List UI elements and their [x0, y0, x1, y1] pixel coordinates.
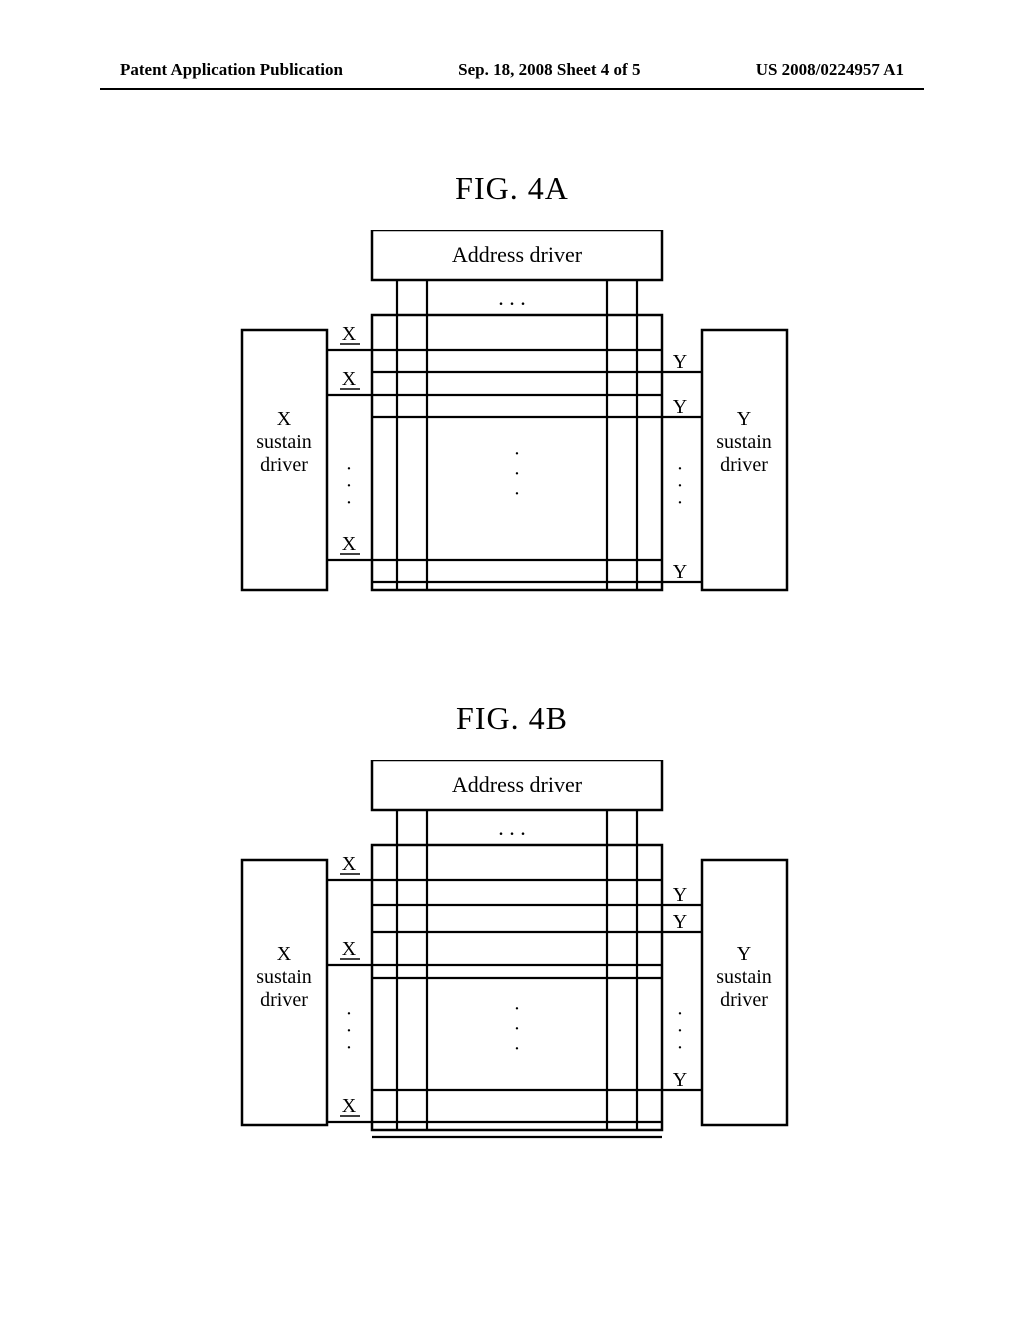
svg-text:·: ·: [346, 1037, 353, 1059]
svg-text:Y: Y: [673, 884, 687, 906]
svg-text:·: ·: [514, 1018, 521, 1040]
svg-text:·: ·: [677, 492, 684, 514]
fig-4a-title: FIG. 4A: [0, 170, 1024, 207]
svg-text:sustain: sustain: [716, 966, 772, 988]
x-label-1: X: [342, 323, 357, 345]
x-sustain-line2: sustain: [256, 431, 312, 453]
fig-4b-diagram: Address driver . . . X sustain driver Y …: [202, 760, 822, 1150]
y-sustain-line1: Y: [737, 408, 751, 430]
svg-text:·: ·: [514, 998, 521, 1020]
fig-4a-diagram: Address driver . . . X sustain driver Y …: [202, 230, 822, 610]
svg-text:·: ·: [346, 492, 353, 514]
y-label-2: Y: [673, 396, 687, 418]
svg-text:. . .: . . .: [498, 815, 526, 840]
svg-text:X: X: [342, 1095, 357, 1117]
address-driver-label-b: Address driver: [452, 772, 583, 797]
svg-text:Y: Y: [673, 911, 687, 933]
svg-text:·: ·: [514, 443, 521, 465]
svg-text:Y: Y: [737, 943, 751, 965]
y-sustain-line2: sustain: [716, 431, 772, 453]
svg-text:X: X: [277, 943, 292, 965]
svg-text:X: X: [342, 938, 357, 960]
svg-text:X: X: [342, 853, 357, 875]
y-label-1: Y: [673, 351, 687, 373]
x-label-n: X: [342, 533, 357, 555]
header-right: US 2008/0224957 A1: [756, 60, 904, 80]
svg-text:Y: Y: [673, 1069, 687, 1091]
addr-ellipsis: . . .: [498, 285, 526, 310]
svg-text:·: ·: [514, 1038, 521, 1060]
svg-text:·: ·: [514, 463, 521, 485]
svg-text:driver: driver: [720, 989, 768, 1011]
x-label-2: X: [342, 368, 357, 390]
address-driver-label: Address driver: [452, 242, 583, 267]
page-header: Patent Application Publication Sep. 18, …: [0, 60, 1024, 80]
header-left: Patent Application Publication: [120, 60, 343, 80]
svg-text:driver: driver: [260, 989, 308, 1011]
header-center: Sep. 18, 2008 Sheet 4 of 5: [458, 60, 640, 80]
y-sustain-line3: driver: [720, 454, 768, 476]
header-rule: [100, 88, 924, 90]
svg-text:sustain: sustain: [256, 966, 312, 988]
svg-text:·: ·: [514, 483, 521, 505]
x-sustain-line1: X: [277, 408, 292, 430]
svg-text:·: ·: [677, 1037, 684, 1059]
y-label-n: Y: [673, 561, 687, 583]
x-sustain-line3: driver: [260, 454, 308, 476]
fig-4b-title: FIG. 4B: [0, 700, 1024, 737]
